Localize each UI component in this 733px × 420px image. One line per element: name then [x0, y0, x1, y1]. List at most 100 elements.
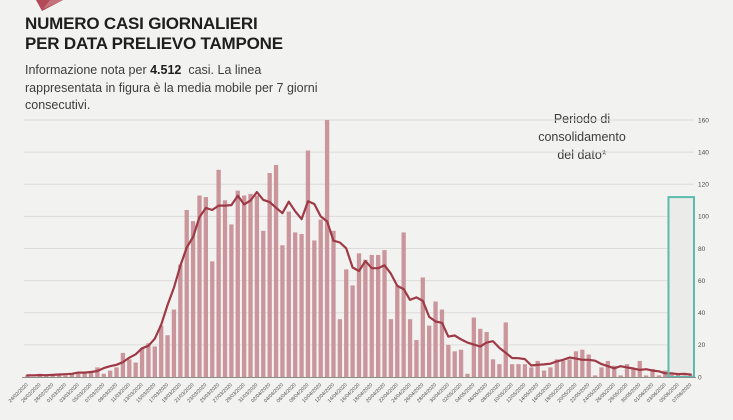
bar [382, 250, 387, 377]
bar [401, 232, 406, 377]
bar [229, 224, 234, 377]
x-axis-label: 24/05/2020 [582, 382, 604, 404]
y-axis-label: 140 [698, 149, 709, 156]
bar [490, 359, 496, 377]
x-axis-label: 01/03/2020 [46, 382, 68, 404]
bar [554, 359, 559, 377]
bar [344, 269, 349, 377]
bar [286, 211, 291, 377]
bar [605, 360, 611, 377]
bar [503, 322, 508, 377]
bar [222, 200, 228, 377]
x-axis-label: 30/05/2020 [620, 382, 642, 404]
bar [146, 343, 151, 377]
bar [433, 301, 438, 377]
x-axis-label: 02/04/2020 [250, 382, 272, 404]
bar [305, 150, 311, 377]
bar [452, 351, 457, 377]
bar [586, 354, 591, 377]
bar [369, 254, 374, 377]
bar [663, 370, 668, 377]
bar [682, 375, 687, 377]
y-axis-label: 0 [698, 374, 702, 381]
bar [280, 245, 285, 377]
bar [573, 351, 579, 377]
bar [190, 221, 196, 377]
ribbon-logo-icon [36, 0, 63, 11]
bar [216, 169, 221, 377]
bar [509, 364, 515, 377]
x-axis-label: 12/04/2020 [314, 382, 336, 404]
bar [561, 360, 566, 377]
y-axis-label: 120 [698, 182, 709, 189]
bar [580, 349, 585, 377]
x-axis-label: 26/04/2020 [403, 382, 425, 404]
bar [420, 277, 425, 377]
bar [127, 359, 132, 377]
x-axis-label: 31/03/2020 [237, 382, 259, 404]
x-axis-label: 03/06/2020 [646, 382, 668, 404]
x-axis-label: 17/03/2020 [148, 382, 170, 404]
bar [599, 367, 604, 377]
x-axis-label: 05/06/2020 [659, 382, 681, 404]
bar [299, 234, 304, 377]
bar [688, 375, 693, 377]
bar [516, 364, 521, 377]
bar [197, 195, 202, 377]
consolidation-box-border [667, 196, 696, 378]
bar [535, 360, 540, 377]
bar [101, 373, 106, 377]
x-axis-label: 08/05/2020 [480, 382, 502, 404]
bar [331, 230, 336, 377]
bar [50, 375, 55, 377]
note-suffix: casi. La linea rappresentata in figura è… [25, 63, 318, 112]
bar [120, 352, 126, 377]
bar [139, 348, 145, 377]
bar [210, 261, 215, 377]
bar [133, 362, 138, 377]
bar [375, 254, 381, 377]
bar [25, 375, 30, 377]
x-axis-label: 28/02/2020 [33, 382, 55, 404]
x-axis-label: 09/03/2020 [97, 382, 119, 404]
bar [592, 375, 598, 377]
x-axis-label: 03/03/2020 [59, 382, 81, 404]
bar [624, 364, 630, 377]
x-axis-label: 13/03/2020 [123, 382, 145, 404]
x-axis-label: 07/06/2020 [671, 382, 693, 404]
x-axis-label: 20/05/2020 [556, 382, 578, 404]
bar [458, 349, 464, 377]
bar [637, 360, 642, 377]
bar [203, 197, 209, 377]
bar [171, 309, 177, 377]
bar [567, 359, 572, 377]
x-axis-label: 28/04/2020 [416, 382, 438, 404]
bar [407, 319, 413, 377]
x-axis-label: 29/03/2020 [225, 382, 247, 404]
bar [95, 367, 100, 377]
bar [273, 164, 279, 377]
bar [178, 264, 183, 377]
x-axis-label: 11/03/2020 [110, 382, 132, 404]
moving-average-line [26, 191, 692, 377]
x-axis-label: 18/05/2020 [544, 382, 566, 404]
x-axis-label: 24/04/2020 [391, 382, 413, 404]
bar [618, 375, 623, 377]
y-axis-label: 160 [698, 117, 709, 124]
bar [427, 325, 432, 377]
y-axis-label: 100 [698, 214, 709, 221]
note-count: 4.512 [150, 63, 182, 77]
x-axis-label: 02/05/2020 [442, 382, 464, 404]
bar [293, 232, 298, 377]
x-axis-label: 05/03/2020 [71, 382, 93, 404]
bar [388, 319, 394, 377]
x-axis-label: 06/05/2020 [467, 382, 489, 404]
bar [446, 344, 451, 377]
bar [465, 373, 470, 377]
y-axis-label: 40 [698, 310, 706, 317]
x-axis-label: 22/04/2020 [378, 382, 400, 404]
bar [363, 259, 368, 377]
x-axis-label: 18/04/2020 [352, 382, 374, 404]
bar [107, 370, 113, 377]
x-axis-label: 07/03/2020 [84, 382, 106, 404]
